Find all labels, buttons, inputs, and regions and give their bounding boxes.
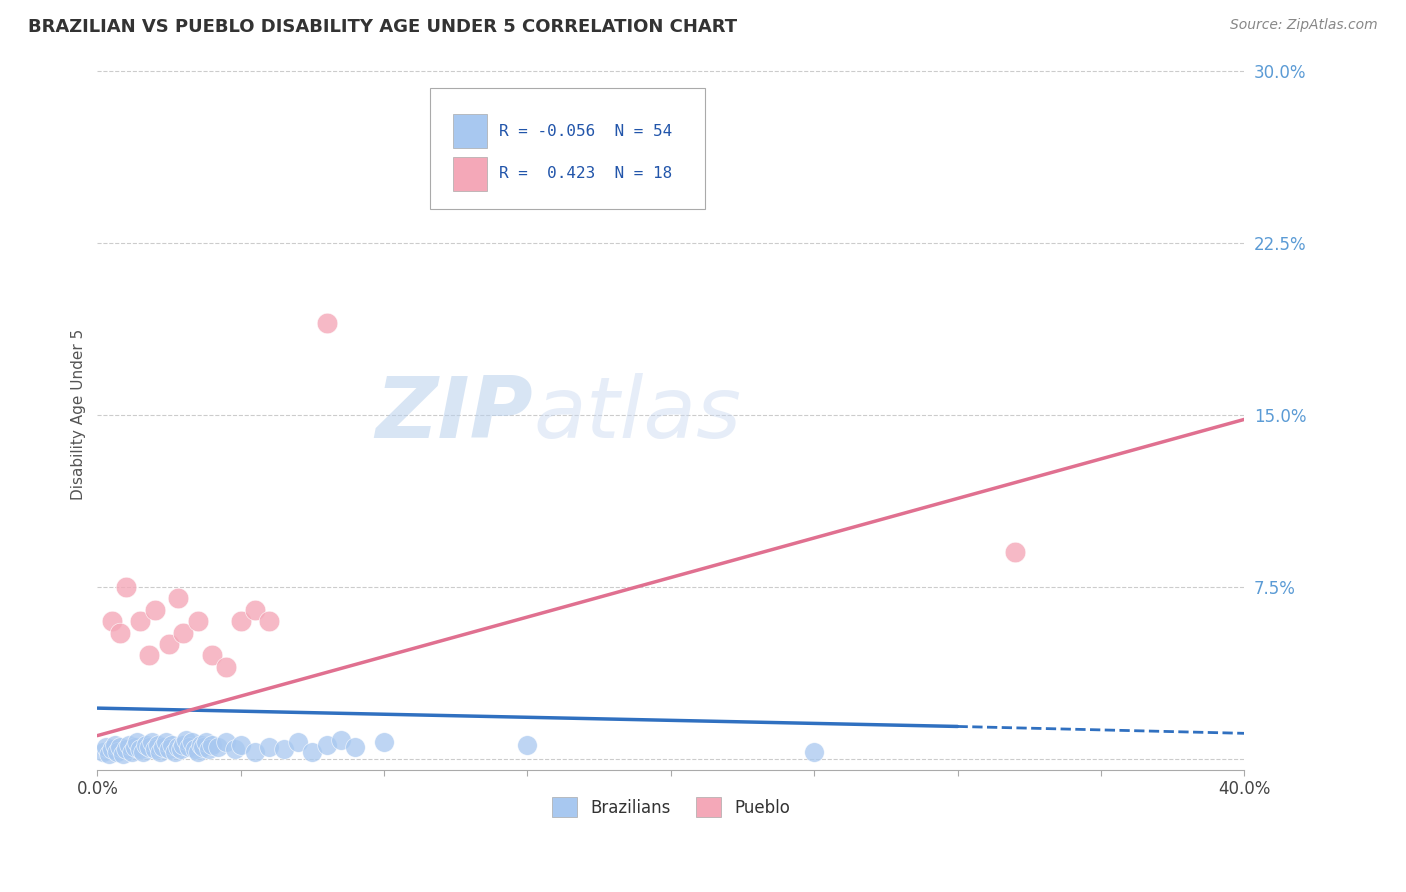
Text: ZIP: ZIP xyxy=(375,373,533,457)
Point xyxy=(143,742,166,756)
Text: BRAZILIAN VS PUEBLO DISABILITY AGE UNDER 5 CORRELATION CHART: BRAZILIAN VS PUEBLO DISABILITY AGE UNDER… xyxy=(28,18,737,36)
Legend: Brazilians, Pueblo: Brazilians, Pueblo xyxy=(544,789,799,826)
Point xyxy=(259,740,281,755)
Point xyxy=(198,742,221,756)
Point xyxy=(330,733,353,747)
Point xyxy=(177,740,200,755)
Point xyxy=(107,745,129,759)
Point xyxy=(243,602,266,616)
Point xyxy=(157,742,180,756)
Point xyxy=(193,740,215,755)
Point xyxy=(301,745,323,759)
Point xyxy=(215,660,238,674)
Point xyxy=(135,738,157,752)
Point xyxy=(103,738,125,752)
Point xyxy=(229,614,252,628)
Point xyxy=(207,740,229,755)
Text: Source: ZipAtlas.com: Source: ZipAtlas.com xyxy=(1230,18,1378,32)
Text: atlas: atlas xyxy=(533,373,741,457)
FancyBboxPatch shape xyxy=(453,157,488,191)
Point xyxy=(118,738,141,752)
Point xyxy=(100,742,122,756)
Point xyxy=(163,745,186,759)
Point xyxy=(174,733,197,747)
Point xyxy=(143,602,166,616)
Point xyxy=(169,742,191,756)
Point xyxy=(803,745,825,759)
Point xyxy=(146,738,169,752)
Point xyxy=(373,735,395,749)
FancyBboxPatch shape xyxy=(430,88,706,209)
Point xyxy=(138,740,160,755)
Point xyxy=(201,648,224,663)
Point xyxy=(94,740,117,755)
Point xyxy=(166,591,188,606)
Point xyxy=(287,735,309,749)
Point xyxy=(184,742,207,756)
Point xyxy=(315,316,337,330)
Point xyxy=(129,614,152,628)
Point xyxy=(546,155,568,169)
Point xyxy=(166,740,188,755)
Text: R = -0.056  N = 54: R = -0.056 N = 54 xyxy=(499,124,672,139)
Point xyxy=(112,747,135,761)
Point xyxy=(152,740,174,755)
Point xyxy=(215,735,238,749)
Point xyxy=(195,735,218,749)
Point xyxy=(157,637,180,651)
Point xyxy=(121,745,143,759)
Point xyxy=(344,740,367,755)
Point xyxy=(124,740,146,755)
Text: R =  0.423  N = 18: R = 0.423 N = 18 xyxy=(499,167,672,181)
Point xyxy=(110,740,132,755)
Point xyxy=(100,614,122,628)
Point xyxy=(110,625,132,640)
Point xyxy=(273,742,295,756)
Point xyxy=(229,738,252,752)
Point xyxy=(224,742,246,756)
Point xyxy=(315,738,337,752)
Point xyxy=(115,580,138,594)
Point xyxy=(155,735,177,749)
Point xyxy=(516,738,538,752)
Point xyxy=(201,738,224,752)
Y-axis label: Disability Age Under 5: Disability Age Under 5 xyxy=(72,329,86,500)
Point xyxy=(190,738,212,752)
Point xyxy=(91,745,114,759)
Point xyxy=(187,745,209,759)
Point xyxy=(149,745,172,759)
Point xyxy=(259,614,281,628)
Point xyxy=(141,735,163,749)
Point xyxy=(187,614,209,628)
Point xyxy=(172,625,194,640)
Point xyxy=(127,735,149,749)
Point xyxy=(129,742,152,756)
Point xyxy=(132,745,155,759)
Point xyxy=(115,742,138,756)
Point xyxy=(1004,545,1026,559)
Point xyxy=(160,738,183,752)
Point xyxy=(172,738,194,752)
Point xyxy=(138,648,160,663)
Point xyxy=(243,745,266,759)
FancyBboxPatch shape xyxy=(453,114,488,148)
Point xyxy=(181,735,204,749)
Point xyxy=(97,747,120,761)
